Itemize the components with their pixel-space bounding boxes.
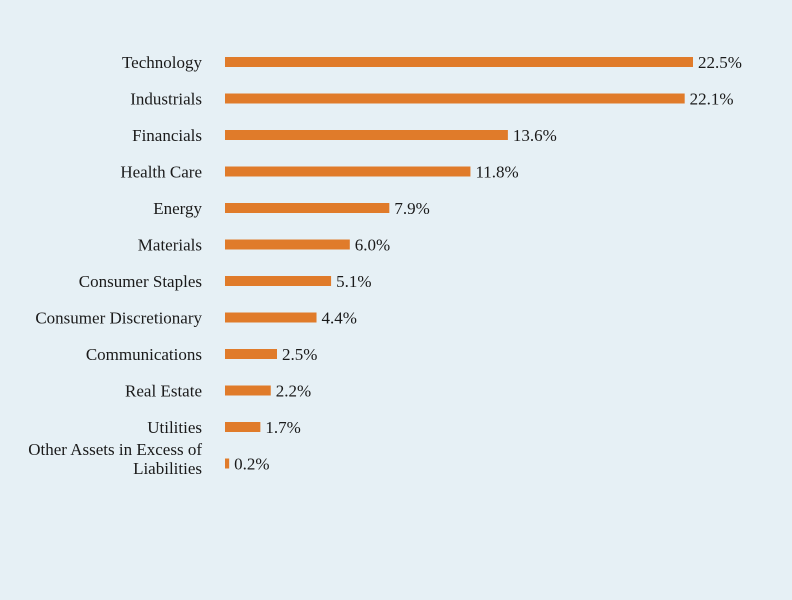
value-label-utilities: 1.7% xyxy=(265,418,300,437)
bar-technology xyxy=(225,57,693,67)
value-label-communications: 2.5% xyxy=(282,345,317,364)
category-label-consumer-staples: Consumer Staples xyxy=(79,272,202,291)
value-label-real-estate: 2.2% xyxy=(276,382,311,401)
category-label-other-assets-in-excess-of-liabilities: Other Assets in Excess of Liabilities xyxy=(28,440,202,478)
bar-materials xyxy=(225,239,350,250)
bar-consumer-discretionary xyxy=(225,312,317,323)
value-label-other-assets-in-excess-of-liabilities: 0.2% xyxy=(234,455,269,474)
category-label-consumer-discretionary: Consumer Discretionary xyxy=(35,309,202,328)
category-label-health-care: Health Care xyxy=(120,163,202,182)
value-label-consumer-staples: 5.1% xyxy=(336,272,371,291)
value-label-materials: 6.0% xyxy=(355,236,390,255)
value-label-industrials: 22.1% xyxy=(690,90,734,109)
value-label-health-care: 11.8% xyxy=(475,163,518,182)
bar-health-care xyxy=(225,166,471,177)
bar-consumer-staples xyxy=(225,276,332,286)
bar-industrials xyxy=(225,93,685,104)
category-label-utilities: Utilities xyxy=(147,418,202,437)
category-label-real-estate: Real Estate xyxy=(125,382,202,401)
category-label-materials: Materials xyxy=(138,236,202,255)
value-label-technology: 22.5% xyxy=(698,53,742,72)
bar-other-assets-in-excess-of-liabilities xyxy=(225,458,230,469)
bar-real-estate xyxy=(225,385,271,396)
bar-financials xyxy=(225,130,508,140)
category-label-energy: Energy xyxy=(153,199,202,218)
bar-utilities xyxy=(225,422,261,432)
value-label-consumer-discretionary: 4.4% xyxy=(322,309,357,328)
category-label-technology: Technology xyxy=(122,53,203,72)
bar-energy xyxy=(225,203,390,213)
category-label-financials: Financials xyxy=(132,126,202,145)
bar-communications xyxy=(225,349,277,359)
value-label-financials: 13.6% xyxy=(513,126,557,145)
category-label-communications: Communications xyxy=(86,345,202,364)
value-label-energy: 7.9% xyxy=(394,199,429,218)
category-label-industrials: Industrials xyxy=(130,90,202,109)
